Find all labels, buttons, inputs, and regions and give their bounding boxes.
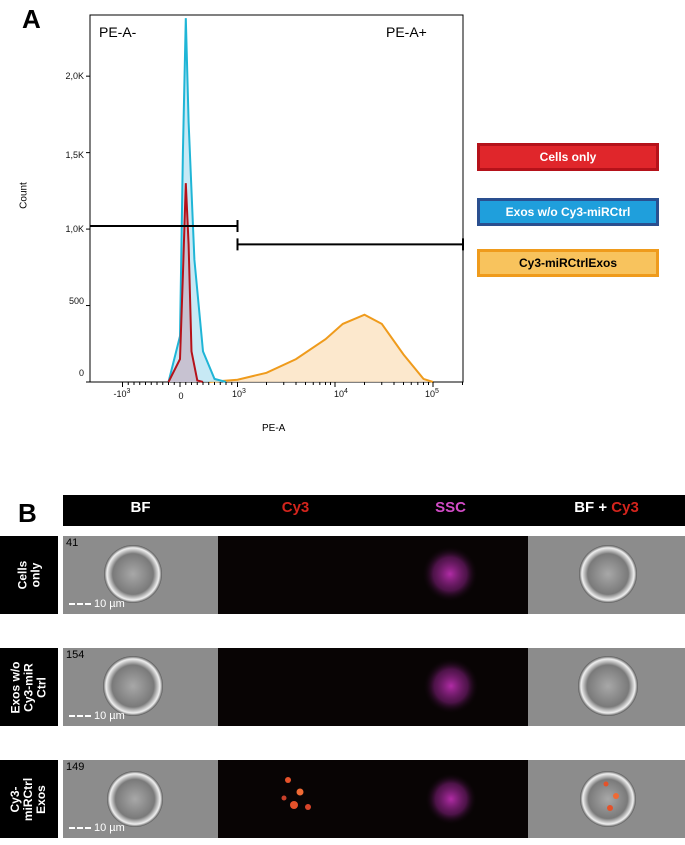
cy3-spot (290, 801, 298, 809)
row-label-cy3-mirctrl-exos: Cy3- miRCtrl Exos (0, 760, 58, 838)
cy3-image (218, 648, 373, 726)
gate-lines (90, 220, 464, 251)
cell-shape (103, 656, 163, 716)
axis-ticks (86, 75, 464, 387)
histogram-chart (86, 14, 464, 387)
cy3-image (218, 536, 373, 614)
cell-shape (580, 771, 636, 827)
legend-exos-without-cy3: Exos w/o Cy3-miRCtrl (477, 198, 659, 226)
scale-bar: 10 µm (69, 710, 125, 722)
cell-shape (107, 771, 163, 827)
merge-image (528, 648, 685, 726)
cell-shape (579, 545, 637, 603)
merge-image (528, 760, 685, 838)
y-tick-label: 1,0K (65, 224, 84, 234)
series-line (208, 313, 434, 383)
row-label-exos-without-cy3: Exos w/o Cy3-miR Ctrl (0, 648, 58, 726)
cell-shape (578, 656, 638, 716)
plot-frame (89, 14, 464, 383)
y-axis-label: Count (18, 182, 30, 209)
x-tick-label: 105 (425, 388, 439, 399)
panel-b-letter: B (18, 498, 37, 528)
row-label-cells-only: Cells only (0, 536, 58, 614)
y-tick-label: 2,0K (65, 71, 84, 81)
bf-image: 41 10 µm (63, 536, 218, 614)
ssc-signal (422, 546, 478, 602)
cy3-spot (603, 781, 609, 787)
header-ssc: SSC (435, 499, 466, 516)
ssc-image (373, 760, 528, 838)
ssc-signal (423, 658, 479, 714)
cell-number: 149 (66, 761, 85, 773)
scale-bar: 10 µm (69, 822, 125, 834)
channel-header-bar: BF Cy3 SSC BF + Cy3 (63, 495, 685, 526)
gate-label-negative: PE-A- (99, 24, 137, 40)
cell-number: 154 (66, 649, 85, 661)
x-tick-label: 103 (232, 388, 246, 399)
ssc-image (373, 536, 528, 614)
cell-number: 41 (66, 537, 79, 549)
legend-cy3-mirctrl-exos: Cy3-miRCtrlExos (477, 249, 659, 277)
series-area (168, 18, 226, 382)
panel-a-letter: A (22, 4, 41, 34)
x-tick-label: 0 (178, 391, 184, 401)
cy3-spot (305, 804, 311, 810)
header-cy3: Cy3 (281, 499, 310, 516)
cy3-spot (613, 793, 619, 799)
ssc-image (373, 648, 528, 726)
cy3-spot (281, 795, 287, 801)
legend-cells-only: Cells only (477, 143, 659, 171)
series-area (168, 183, 203, 382)
y-tick-label: 500 (68, 296, 84, 306)
histogram-curves (167, 18, 434, 383)
gate-label-positive: PE-A+ (386, 24, 427, 40)
cy3-image (218, 760, 373, 838)
bf-image: 149 10 µm (63, 760, 218, 838)
series-line (167, 18, 227, 383)
series-line (167, 183, 204, 383)
cy3-spot (296, 788, 304, 796)
y-tick-label: 0 (78, 368, 84, 378)
x-axis-label: PE-A (262, 423, 286, 434)
header-bf: BF (130, 499, 151, 516)
bf-image: 154 10 µm (63, 648, 218, 726)
ssc-signal (425, 773, 477, 825)
cy3-spot (285, 777, 291, 783)
x-tick-label: 104 (334, 388, 348, 399)
cell-shape (104, 545, 162, 603)
scale-bar: 10 µm (69, 598, 125, 610)
x-tick-label: -103 (113, 388, 131, 399)
header-bf-plus-cy3: BF + Cy3 (574, 499, 639, 516)
y-tick-label: 1,5K (65, 150, 84, 160)
series-area (208, 314, 433, 382)
merge-image (528, 536, 685, 614)
cy3-spot (607, 805, 613, 811)
